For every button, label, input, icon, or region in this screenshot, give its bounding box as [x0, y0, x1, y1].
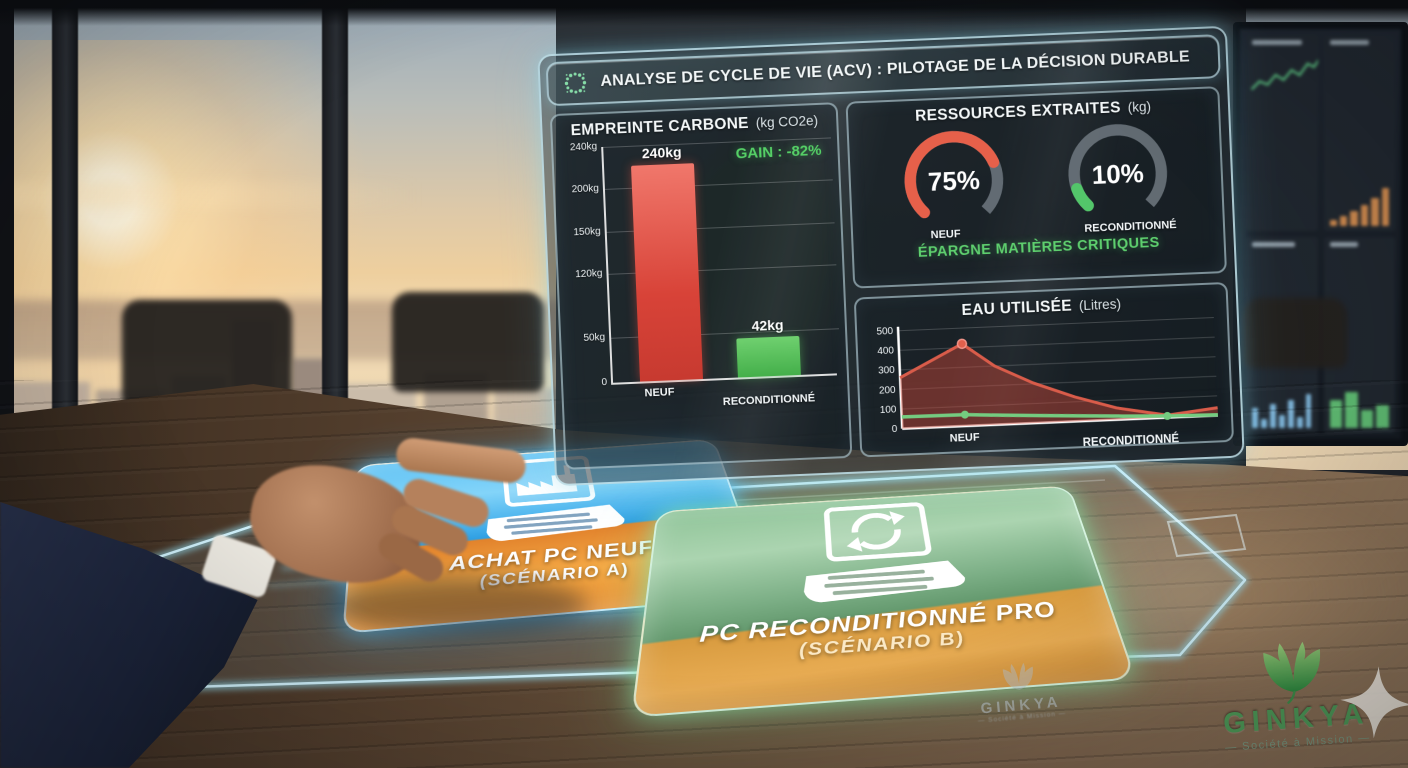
gauge-value: 10%: [1091, 158, 1144, 190]
bar-reconditionne: 42kg: [729, 139, 802, 378]
ginkgo-leaf-icon: [1263, 641, 1321, 704]
y-tick: 0: [601, 377, 608, 389]
panel-ressources-extraites: RESSOURCES EXTRAITES (kg) 75%: [845, 86, 1228, 289]
y-tick: 240kg: [569, 141, 598, 154]
panel-empreinte-carbone: EMPREINTE CARBONE (kg CO2e) 240kg 200kg …: [549, 102, 853, 470]
office-chair: [1243, 298, 1347, 368]
carbon-unit: (kg CO2e): [755, 112, 819, 131]
green-recond-marker: [1163, 411, 1172, 420]
monitor-line-chart: [1250, 59, 1318, 91]
monitor-blue-bars: [1252, 394, 1312, 428]
ginkya-watermark: GINKYA — Société à Mission —: [943, 656, 1100, 755]
monitor-screen: [1240, 29, 1401, 439]
svg-text:0: 0: [891, 424, 897, 435]
hand-shadow: [326, 576, 588, 634]
gauge-neuf: 75%: [888, 122, 1020, 235]
y-tick: 150kg: [573, 226, 601, 239]
panel-eau-utilisee: EAU UTILISÉE (Litres) 500 40: [853, 281, 1235, 458]
sparkle-star-icon: [1340, 666, 1408, 739]
carbon-bar-chart: 240kg 200kg 150kg 120kg 50kg 0 GAIN : -8…: [570, 137, 840, 388]
water-line-chart: 500 400 300 200 100 0: [876, 317, 1219, 449]
svg-text:500: 500: [876, 326, 894, 338]
monitor-orange-bars: [1329, 188, 1390, 226]
dashboard-title-bar: ANALYSE DE CYCLE DE VIE (ACV) : PILOTAGE…: [545, 34, 1221, 107]
office-chair: [392, 292, 544, 392]
water-unit: (Litres): [1078, 296, 1122, 314]
monitor-green-bars: [1329, 392, 1389, 428]
resources-unit: (kg): [1127, 98, 1152, 115]
dashboard-title: ANALYSE DE CYCLE DE VIE (ACV) : PILOTAGE…: [600, 48, 1191, 91]
ginkgo-leaf-icon: [1002, 662, 1033, 690]
water-x-reconditionne: RECONDITIONNÉ: [1082, 432, 1179, 449]
svg-text:400: 400: [877, 346, 895, 358]
eco-dotted-circle-icon: [564, 72, 587, 94]
y-tick: 50kg: [583, 332, 606, 345]
y-tick: 120kg: [575, 268, 603, 281]
wall-monitor: [1233, 22, 1408, 446]
window-frame: [0, 0, 14, 430]
gauge-value: 75%: [927, 165, 980, 197]
ceiling: [0, 0, 1408, 26]
svg-text:100: 100: [880, 404, 898, 416]
laptop-recycle-icon: [803, 499, 968, 604]
gauge-reconditionne: 10%: [1051, 115, 1183, 228]
acv-dashboard: ANALYSE DE CYCLE DE VIE (ACV) : PILOTAGE…: [537, 25, 1245, 487]
green-neuf-marker: [960, 410, 969, 419]
bar-neuf: 240kg: [630, 143, 703, 382]
svg-text:200: 200: [879, 385, 897, 397]
ginkya-logo: GINKYA — Société à Mission —: [1184, 633, 1408, 768]
window-mullion: [322, 0, 348, 420]
water-x-neuf: NEUF: [949, 431, 980, 444]
y-tick: 200kg: [571, 183, 600, 196]
carbon-x-labels: NEUF RECONDITIONNÉ: [644, 386, 816, 409]
carbon-title: EMPREINTE CARBONE: [570, 114, 750, 140]
window-mullion: [52, 0, 78, 420]
red-peak-marker: [956, 338, 968, 350]
svg-text:300: 300: [878, 365, 896, 377]
